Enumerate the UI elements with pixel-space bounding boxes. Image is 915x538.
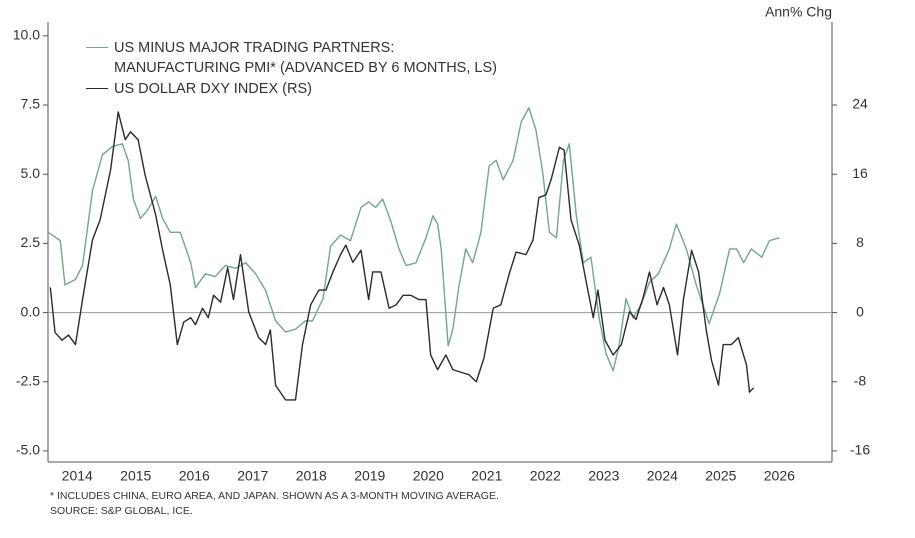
legend-swatch (86, 88, 108, 89)
x-tick-label: 2020 (413, 468, 444, 484)
y-tick-label: 7.5 (21, 96, 41, 112)
legend: US MINUS MAJOR TRADING PARTNERS: MANUFAC… (86, 38, 497, 100)
legend-item: US MINUS MAJOR TRADING PARTNERS: MANUFAC… (86, 38, 497, 78)
y-tick-label: 2.5 (21, 234, 41, 250)
y-tick-label: 5.0 (21, 165, 41, 181)
y2-tick-label: 16 (852, 165, 868, 181)
x-tick-label: 2022 (530, 468, 561, 484)
y-tick-label: 10.0 (13, 27, 40, 43)
y2-axis-label: Ann% Chg (765, 4, 832, 20)
legend-swatch (86, 47, 108, 48)
series-line (49, 111, 755, 401)
y2-tick-label: -8 (854, 372, 867, 388)
notes: * INCLUDES CHINA, EURO AREA, AND JAPAN. … (50, 489, 499, 519)
x-tick-label: 2021 (471, 468, 502, 484)
x-tick-label: 2018 (296, 468, 327, 484)
x-tick-label: 2019 (354, 468, 385, 484)
y2-tick-label: 0 (856, 303, 864, 319)
x-tick-label: 2017 (237, 468, 268, 484)
y-tick-label: -5.0 (16, 442, 40, 458)
legend-label: US MINUS MAJOR TRADING PARTNERS: MANUFAC… (114, 40, 497, 76)
y2-tick-label: 24 (852, 96, 868, 112)
x-tick-label: 2025 (705, 468, 736, 484)
x-tick-label: 2016 (179, 468, 210, 484)
y2-tick-label: 8 (856, 234, 864, 250)
y-tick-label: 0.0 (21, 303, 41, 319)
y-tick-label: -2.5 (16, 372, 40, 388)
x-tick-label: 2023 (588, 468, 619, 484)
y2-tick-label: -16 (850, 442, 870, 458)
x-tick-label: 2014 (62, 468, 93, 484)
x-tick-label: 2024 (647, 468, 678, 484)
legend-item: US DOLLAR DXY INDEX (RS) (86, 79, 497, 99)
x-tick-label: 2015 (120, 468, 151, 484)
series-line (47, 107, 780, 372)
legend-label: US DOLLAR DXY INDEX (RS) (114, 81, 312, 97)
x-tick-label: 2026 (764, 468, 795, 484)
note: SOURCE: S&P GLOBAL, ICE. (50, 505, 193, 517)
note: * INCLUDES CHINA, EURO AREA, AND JAPAN. … (50, 490, 499, 502)
